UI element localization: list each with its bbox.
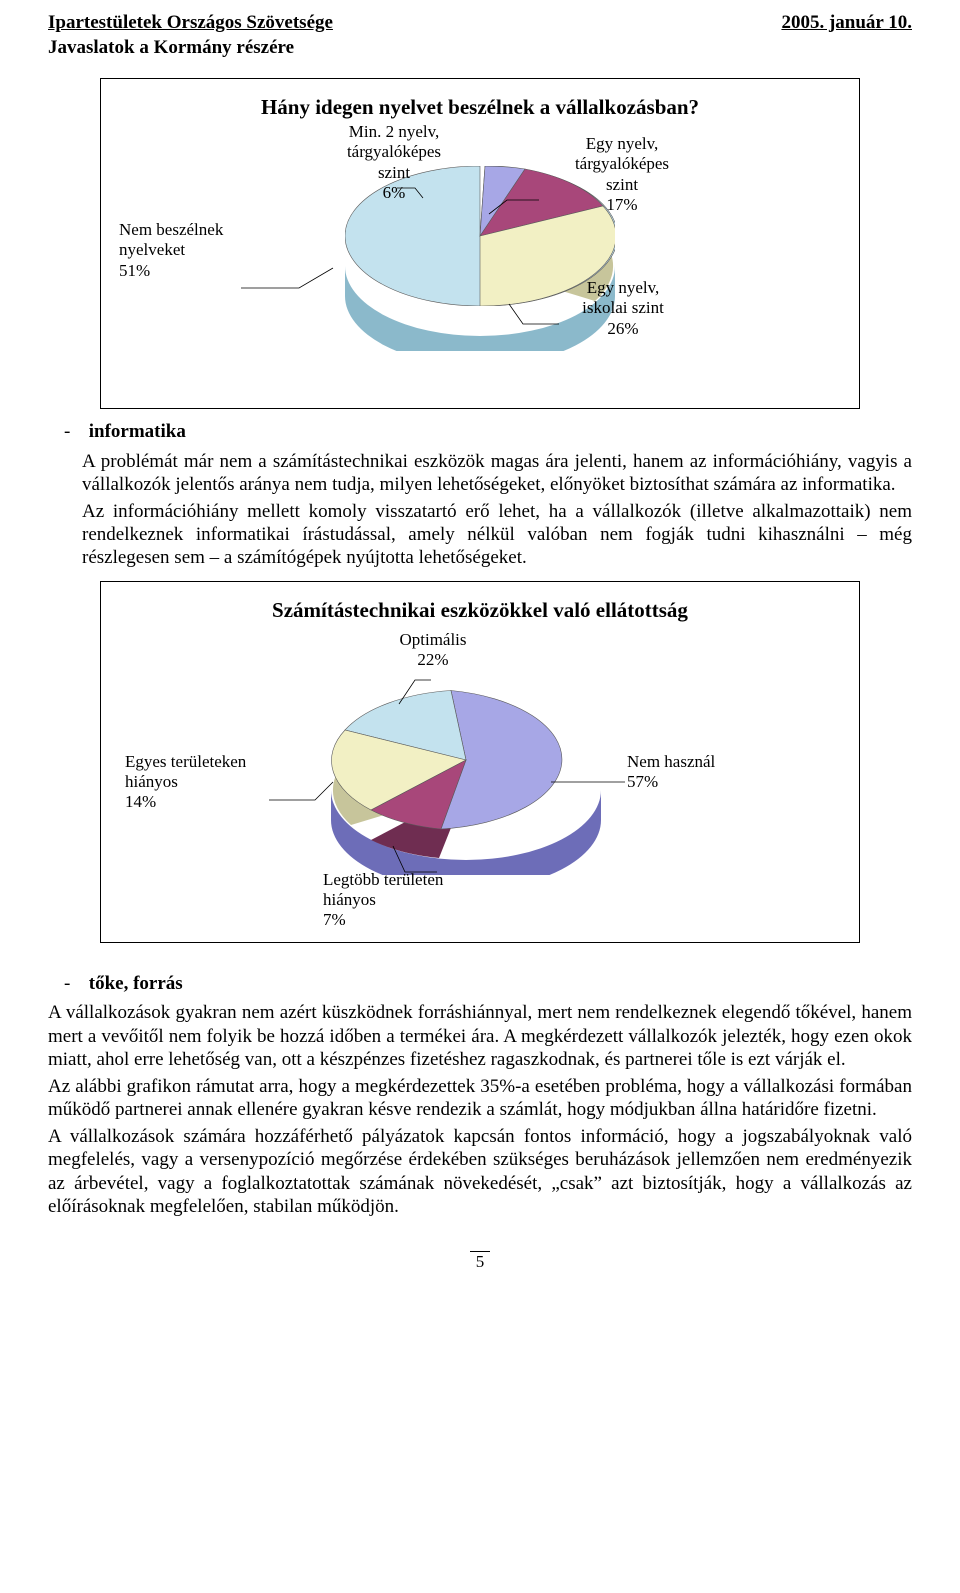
chart2-pie — [331, 690, 601, 870]
chart1-label-2: Egy nyelv, tárgyalóképes szint 17% — [537, 134, 707, 216]
header-date: 2005. január 10. — [781, 12, 912, 35]
para-1: A problémát már nem a számítástechnikai … — [82, 450, 912, 496]
chart1-title: Hány idegen nyelvet beszélnek a vállalko… — [119, 95, 841, 120]
para-5: A vállalkozások számára hozzáférhető pál… — [48, 1125, 912, 1218]
page-number-value: 5 — [470, 1251, 491, 1271]
chart2-pie-top — [331, 690, 601, 830]
page-number: 5 — [48, 1252, 912, 1272]
header-subtitle: Javaslatok a Kormány részére — [48, 37, 912, 60]
chart2-label-3: Nem használ 57% — [627, 752, 797, 793]
chart2-body: Optimális 22% Egyes területeken hiányos … — [119, 632, 841, 922]
bullet2-heading: tőke, forrás — [89, 973, 183, 994]
bullet2-dash: - — [64, 973, 84, 996]
para-4: Az alábbi grafikon rámutat arra, hogy a … — [48, 1075, 912, 1121]
chart2-title: Számítástechnikai eszközökkel való ellát… — [119, 598, 841, 623]
bullet1-heading: informatika — [89, 421, 186, 442]
chart1-body: Nem beszélnek nyelveket 51% Min. 2 nyelv… — [119, 128, 841, 388]
chart-languages: Hány idegen nyelvet beszélnek a vállalko… — [100, 78, 860, 409]
chart1-label-0: Nem beszélnek nyelveket 51% — [119, 220, 289, 281]
bullet1-dash: - — [64, 421, 84, 444]
bullet-informatika: - informatika — [64, 421, 912, 444]
chart-it-equipment: Számítástechnikai eszközökkel való ellát… — [100, 581, 860, 942]
org-name: Ipartestületek Országos Szövetsége — [48, 12, 333, 35]
chart1-label-1: Min. 2 nyelv, tárgyalóképes szint 6% — [319, 122, 469, 204]
chart2-label-1: Egyes területeken hiányos 14% — [125, 752, 305, 813]
chart2-label-2: Legtöbb területen hiányos 7% — [323, 870, 513, 931]
page-header-row: Ipartestületek Országos Szövetsége 2005.… — [48, 12, 912, 35]
chart1-label-3: Egy nyelv, iskolai szint 26% — [543, 278, 703, 339]
para-2: Az információhiány mellett komoly vissza… — [82, 500, 912, 570]
chart2-label-0: Optimális 22% — [363, 630, 503, 671]
para-3: A vállalkozások gyakran nem azért küszkö… — [48, 1001, 912, 1071]
bullet-toke-forras: - tőke, forrás — [64, 973, 912, 996]
